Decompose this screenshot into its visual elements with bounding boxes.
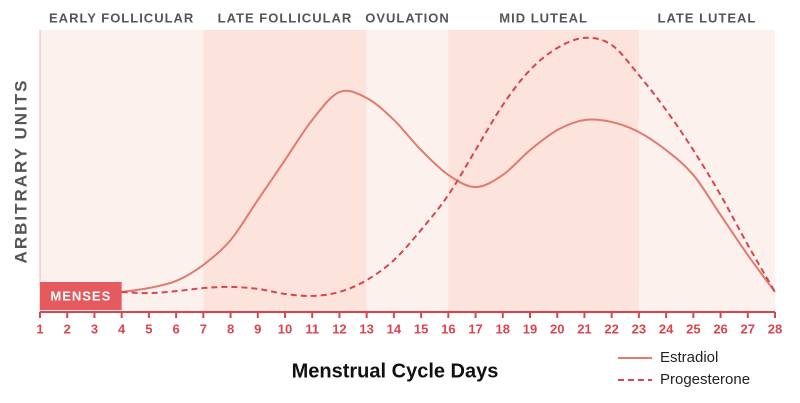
series-line <box>121 36 776 297</box>
x-tick-label: 5 <box>145 321 152 336</box>
x-tick-label: 24 <box>659 321 674 336</box>
x-axis-label: Menstrual Cycle Days <box>292 360 499 382</box>
x-tick-label: 18 <box>496 321 510 336</box>
x-tick-label: 23 <box>632 321 646 336</box>
x-tick-label: 26 <box>713 321 727 336</box>
x-tick-label: 8 <box>227 321 234 336</box>
x-tick-label: 27 <box>741 321 755 336</box>
legend-label: Progesterone <box>660 371 750 388</box>
x-tick-label: 2 <box>64 321 71 336</box>
x-tick-label: 11 <box>305 321 319 336</box>
phase-band <box>40 30 204 312</box>
phase-label: LATE FOLLICULAR <box>218 10 353 25</box>
x-tick-label: 4 <box>118 321 126 336</box>
x-tick-label: 17 <box>468 321 482 336</box>
phase-band <box>638 30 775 312</box>
phase-label: EARLY FOLLICULAR <box>49 10 194 25</box>
x-tick-label: 12 <box>332 321 346 336</box>
series-line <box>121 89 776 293</box>
x-tick-label: 16 <box>441 321 455 336</box>
phase-label: LATE LUTEAL <box>658 10 757 25</box>
phase-band <box>448 30 639 312</box>
x-tick-label: 7 <box>200 321 207 336</box>
x-tick-label: 6 <box>172 321 179 336</box>
phase-label: MID LUTEAL <box>499 10 588 25</box>
x-tick-label: 15 <box>414 321 428 336</box>
x-tick-label: 10 <box>278 321 292 336</box>
x-tick-label: 20 <box>550 321 564 336</box>
phase-band <box>366 30 449 312</box>
y-axis-label: ARBITRARY UNITS <box>11 79 30 264</box>
menses-label: MENSES <box>50 288 111 303</box>
x-tick-label: 19 <box>523 321 537 336</box>
x-tick-label: 13 <box>359 321 373 336</box>
phase-label: OVULATION <box>365 10 450 25</box>
legend-label: Estradiol <box>660 349 718 366</box>
x-tick-label: 1 <box>36 321 43 336</box>
x-tick-label: 25 <box>686 321 700 336</box>
x-tick-label: 28 <box>768 321 782 336</box>
menses-box <box>40 282 122 310</box>
x-tick-label: 9 <box>254 321 261 336</box>
x-tick-label: 3 <box>91 321 98 336</box>
x-tick-label: 21 <box>577 321 591 336</box>
x-tick-label: 22 <box>604 321 618 336</box>
x-tick-label: 14 <box>387 321 402 336</box>
phase-band <box>203 30 367 312</box>
